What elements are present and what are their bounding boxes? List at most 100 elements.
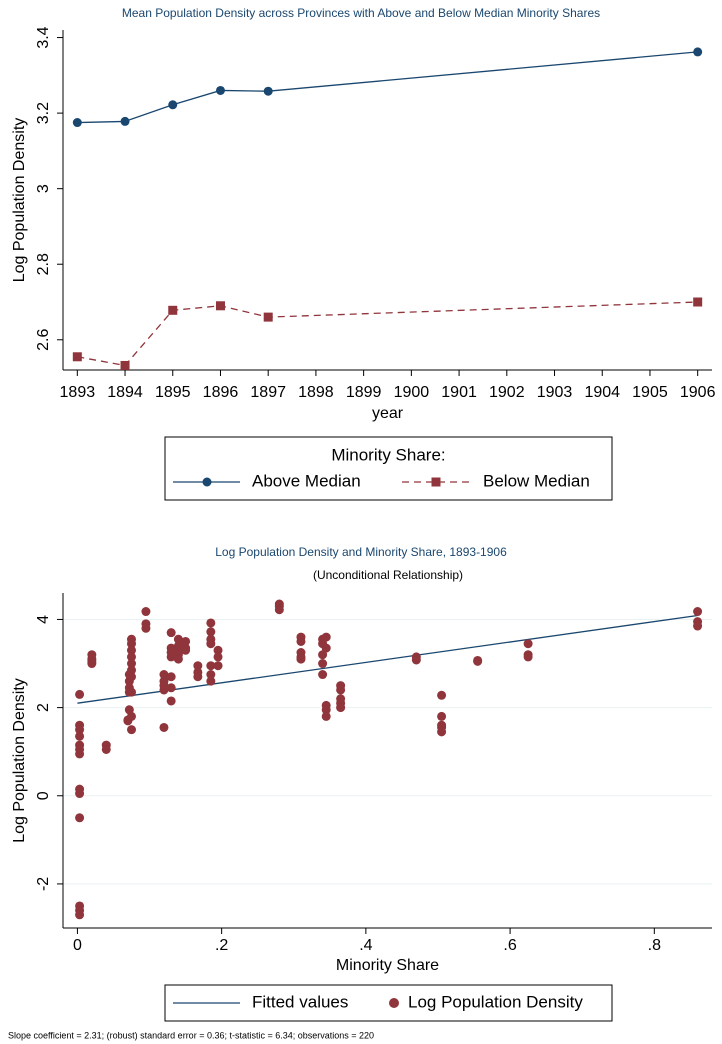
marker — [411, 655, 421, 665]
chart-note: Slope coefficient = 2.31; (robust) stand… — [8, 1030, 374, 1040]
marker — [206, 670, 216, 680]
marker — [263, 312, 273, 322]
marker — [693, 621, 703, 631]
marker — [437, 727, 447, 737]
x-tick-label: 1904 — [584, 384, 620, 401]
x-tick-label: 1903 — [537, 384, 573, 401]
chart-title: Mean Population Density across Provinces… — [122, 6, 600, 20]
y-tick-label: 2.6 — [35, 329, 52, 351]
marker — [318, 650, 328, 660]
x-axis-title: year — [372, 405, 404, 422]
y-tick-label: 2 — [35, 703, 52, 712]
marker — [693, 607, 703, 617]
marker — [523, 652, 533, 662]
marker — [193, 672, 203, 682]
x-tick-label: 1906 — [680, 384, 716, 401]
marker — [159, 685, 169, 695]
x-tick-label: 1895 — [155, 384, 191, 401]
marker — [318, 659, 328, 669]
marker — [127, 645, 137, 655]
marker — [75, 910, 85, 920]
x-tick-label: 1905 — [632, 384, 668, 401]
y-tick-label: 0 — [35, 791, 52, 800]
marker — [75, 813, 85, 823]
y-tick-label: 3.2 — [35, 102, 52, 124]
series-line — [77, 301, 698, 367]
marker — [206, 639, 216, 649]
x-axis-title: Minority Share — [336, 957, 439, 974]
marker — [206, 627, 216, 637]
marker — [213, 645, 223, 655]
marker — [75, 749, 85, 759]
x-tick-label: 1894 — [107, 384, 143, 401]
marker — [263, 86, 273, 96]
marker — [206, 618, 216, 628]
marker — [159, 722, 169, 732]
marker — [75, 689, 85, 699]
marker — [120, 116, 130, 126]
x-tick-label: 1898 — [298, 384, 334, 401]
series-line — [77, 614, 698, 704]
x-tick-label: 1896 — [203, 384, 239, 401]
legend-label: Above Median — [252, 471, 361, 490]
marker — [215, 301, 225, 311]
marker — [206, 676, 216, 686]
marker — [213, 661, 223, 671]
marker — [274, 605, 284, 615]
marker — [141, 607, 151, 617]
marker — [166, 683, 176, 693]
marker — [213, 652, 223, 662]
x-tick-label: .6 — [503, 937, 516, 954]
marker — [215, 85, 225, 95]
legend-label: Below Median — [483, 471, 590, 490]
marker — [127, 639, 137, 649]
x-tick-label: .2 — [215, 937, 228, 954]
chart-subtitle: (Unconditional Relationship) — [313, 568, 463, 582]
marker — [336, 685, 346, 695]
x-tick-label: 1899 — [346, 384, 382, 401]
y-axis-title: Log Population Density — [11, 678, 28, 843]
marker — [296, 654, 306, 664]
marker — [72, 118, 82, 128]
marker — [120, 360, 130, 370]
marker — [168, 305, 178, 315]
x-tick-label: .8 — [648, 937, 661, 954]
marker — [166, 672, 176, 682]
marker — [166, 696, 176, 706]
marker — [336, 703, 346, 713]
marker — [127, 711, 137, 721]
series-line — [77, 51, 698, 124]
marker — [173, 634, 183, 644]
y-tick-label: -2 — [35, 877, 52, 891]
y-tick-label: 2.8 — [35, 253, 52, 275]
marker — [75, 731, 85, 741]
marker — [101, 744, 111, 754]
legend-box — [164, 436, 613, 501]
marker — [127, 659, 137, 669]
chart-title: Log Population Density and Minority Shar… — [215, 545, 507, 559]
marker — [173, 654, 183, 664]
marker — [321, 705, 331, 715]
marker — [206, 661, 216, 671]
marker — [181, 636, 191, 646]
marker — [127, 672, 137, 682]
x-tick-label: 1897 — [250, 384, 286, 401]
marker — [127, 687, 137, 697]
marker — [523, 639, 533, 649]
x-tick-label: 1902 — [489, 384, 525, 401]
marker — [127, 652, 137, 662]
marker — [75, 789, 85, 799]
x-tick-label: 1900 — [394, 384, 430, 401]
marker — [141, 623, 151, 633]
marker — [437, 690, 447, 700]
marker — [181, 645, 191, 655]
x-tick-label: 0 — [73, 937, 82, 954]
marker — [321, 643, 331, 653]
x-tick-label: 1901 — [441, 384, 477, 401]
marker — [159, 670, 169, 680]
legend-label: Fitted values — [252, 992, 348, 1011]
y-axis-title: Log Population Density — [11, 118, 28, 283]
marker — [127, 725, 137, 735]
legend-marker — [389, 998, 399, 1008]
marker — [168, 100, 178, 110]
